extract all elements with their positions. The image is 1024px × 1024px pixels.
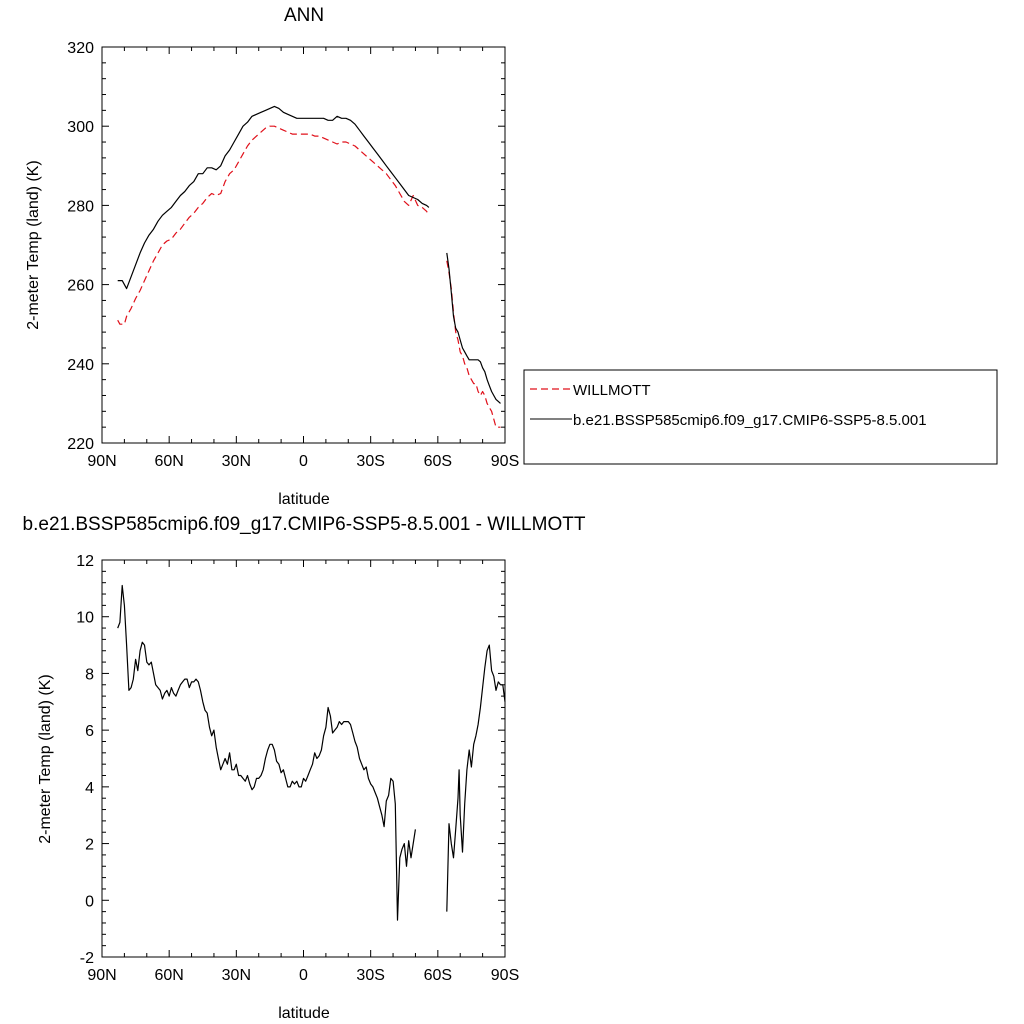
- bottom-x-tick-label: 30N: [222, 967, 251, 984]
- top-y-tick-label: 320: [67, 40, 94, 57]
- bottom-series-line-0: [117, 584, 416, 921]
- top-x-tick-label: 90N: [87, 453, 116, 470]
- bottom-x-tick-label: 90N: [87, 967, 116, 984]
- top-series-line-0: [117, 125, 430, 325]
- top-x-tick-label: 60S: [424, 453, 452, 470]
- bottom-series-line-0: [446, 644, 506, 912]
- top-y-tick-label: 280: [67, 198, 94, 215]
- legend-box: [523, 369, 998, 465]
- top-x-tick-label: 30S: [356, 453, 384, 470]
- bottom-y-tick-label: 12: [76, 553, 94, 570]
- top-chart-title: ANN: [284, 5, 324, 26]
- top-axis-ticks: 90N 60N 30N 0 30S 60S 90S 220 240 260 280 300 320: [67, 40, 519, 470]
- bottom-x-tick-label: 0: [299, 967, 308, 984]
- bottom-x-tick-label: 90S: [491, 967, 519, 984]
- top-x-tick-label: 30N: [222, 453, 251, 470]
- legend: WILLMOTT b.e21.BSSP585cmip6.f09_g17.CMIP…: [523, 369, 998, 465]
- bottom-y-axis-label: 2-meter Temp (land) (K): [37, 674, 54, 844]
- bottom-axis-ticks: 90N 60N 30N 0 30S 60S 90S -2 0 2 4 6 8 10 12: [76, 553, 519, 984]
- bottom-y-tick-label: 8: [85, 666, 94, 683]
- bottom-plot-line: [117, 584, 506, 921]
- top-series-line-1: [446, 252, 501, 404]
- top-x-tick-label: 60N: [154, 453, 183, 470]
- legend-label-model: b.e21.BSSP585cmip6.f09_g17.CMIP6-SSP5-8.…: [573, 412, 927, 429]
- bottom-chart-title: b.e21.BSSP585cmip6.f09_g17.CMIP6-SSP5-8.…: [23, 514, 586, 535]
- bottom-y-tick-label: 0: [85, 893, 94, 910]
- bottom-x-axis-label: latitude: [278, 1005, 330, 1022]
- top-x-tick-label: 90S: [491, 453, 519, 470]
- top-x-axis-label: latitude: [278, 491, 330, 508]
- top-y-tick-label: 260: [67, 278, 94, 295]
- top-y-tick-label: 240: [67, 357, 94, 374]
- top-series-line-0: [446, 260, 501, 428]
- bottom-y-tick-label: 2: [85, 837, 94, 854]
- bottom-y-tick-label: 4: [85, 780, 94, 797]
- bottom-y-tick-label: -2: [80, 950, 94, 967]
- bottom-panel: b.e21.BSSP585cmip6.f09_g17.CMIP6-SSP5-8.…: [23, 514, 586, 1022]
- top-y-tick-label: 300: [67, 119, 94, 136]
- bottom-y-tick-label: 6: [85, 723, 94, 740]
- bottom-x-tick-label: 60S: [424, 967, 452, 984]
- bottom-x-tick-label: 60N: [154, 967, 183, 984]
- top-x-tick-label: 0: [299, 453, 308, 470]
- bottom-x-tick-label: 30S: [356, 967, 384, 984]
- top-panel: ANN 90N 60N 30N 0 30S 60S 90S 220 240 260 280 300 32…: [25, 5, 519, 508]
- bottom-plot-frame: [101, 559, 506, 958]
- top-plot-frame: [101, 46, 506, 444]
- legend-label-willmott: WILLMOTT: [573, 382, 651, 399]
- top-series-line-1: [117, 105, 430, 290]
- top-plot-lines: [117, 105, 501, 428]
- top-y-axis-label: 2-meter Temp (land) (K): [25, 160, 42, 330]
- top-y-tick-label: 220: [67, 436, 94, 453]
- bottom-y-tick-label: 10: [76, 610, 94, 627]
